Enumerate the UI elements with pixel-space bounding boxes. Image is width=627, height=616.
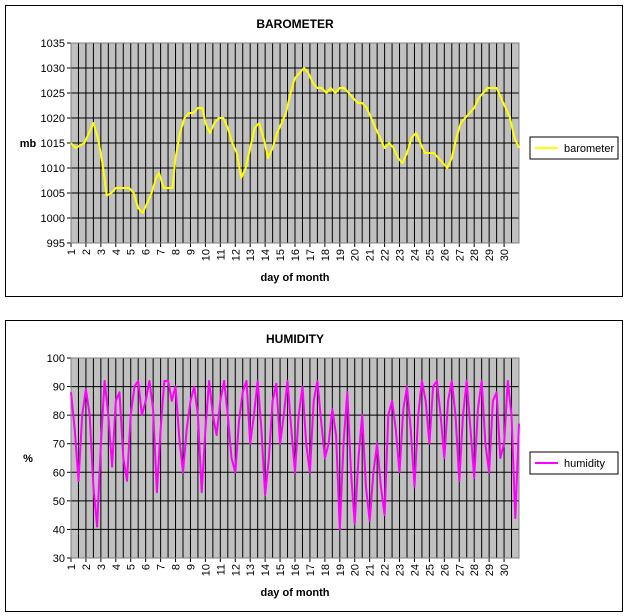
humidity-x-tick-label: 25 bbox=[424, 564, 436, 576]
barometer-x-tick-label: 27 bbox=[454, 249, 466, 261]
barometer-chart-title: BAROMETER bbox=[256, 17, 334, 31]
humidity-x-tick-label: 26 bbox=[439, 564, 451, 576]
humidity-y-tick-label: 80 bbox=[53, 410, 65, 422]
humidity-x-tick-label: 5 bbox=[126, 564, 138, 570]
barometer-x-tick-label: 23 bbox=[395, 249, 407, 261]
barometer-series-line bbox=[70, 67, 520, 214]
barometer-x-tick-label: 6 bbox=[141, 249, 153, 255]
humidity-x-tick-label: 14 bbox=[260, 564, 272, 576]
humidity-x-tick-label: 18 bbox=[320, 564, 332, 576]
humidity-x-tick-label: 4 bbox=[111, 564, 123, 570]
humidity-x-tick-label: 9 bbox=[185, 564, 197, 570]
barometer-chart: BAROMETER 995 1000 1005 1010 1015 1020 1025 1030… bbox=[5, 5, 623, 297]
humidity-x-tick-label: 20 bbox=[350, 564, 362, 576]
barometer-x-tick-label: 8 bbox=[171, 249, 183, 255]
barometer-x-tick-label: 3 bbox=[96, 249, 108, 255]
barometer-y-tick-label: 1010 bbox=[41, 163, 65, 175]
barometer-x-tick-label: 2 bbox=[81, 249, 93, 255]
humidity-x-tick-label: 10 bbox=[200, 564, 212, 576]
barometer-x-axis-label: day of month bbox=[260, 272, 329, 284]
barometer-y-tick-label: 1035 bbox=[41, 38, 65, 50]
barometer-y-tick-label: 1030 bbox=[41, 63, 65, 75]
humidity-legend: humidity bbox=[529, 451, 619, 475]
barometer-x-tick-label: 5 bbox=[126, 249, 138, 255]
barometer-y-tick-label: 1025 bbox=[41, 88, 65, 100]
barometer-legend-box bbox=[529, 136, 619, 160]
barometer-x-tick-label: 29 bbox=[484, 249, 496, 261]
humidity-y-tick-label: 100 bbox=[47, 353, 65, 365]
humidity-y-tick-label: 50 bbox=[53, 496, 65, 508]
barometer-x-tick-label: 17 bbox=[305, 249, 317, 261]
barometer-x-tick-label: 9 bbox=[185, 249, 197, 255]
barometer-y-axis-label: mb bbox=[20, 138, 37, 150]
barometer-x-tick-label: 4 bbox=[111, 249, 123, 255]
humidity-legend-box bbox=[529, 451, 619, 475]
humidity-x-axis-label: day of month bbox=[260, 587, 329, 599]
humidity-series-line bbox=[70, 379, 520, 531]
humidity-x-tick-label: 19 bbox=[335, 564, 347, 576]
humidity-x-tick-label: 29 bbox=[484, 564, 496, 576]
humidity-y-axis-label: % bbox=[23, 453, 33, 465]
barometer-y-tick-label: 1000 bbox=[41, 213, 65, 225]
barometer-y-tick-label: 1015 bbox=[41, 138, 65, 150]
barometer-x-tick-label: 14 bbox=[260, 249, 272, 261]
barometer-x-tick-label: 19 bbox=[335, 249, 347, 261]
barometer-x-tick-label: 15 bbox=[275, 249, 287, 261]
humidity-y-tick-label: 70 bbox=[53, 439, 65, 451]
humidity-x-tick-label: 3 bbox=[96, 564, 108, 570]
humidity-x-tick-label: 11 bbox=[215, 564, 227, 575]
humidity-chart: HUMIDITY 30 40 50 60 70 80 90 100 1 2 3 4 5 6 7 8 9 10 11 12… bbox=[5, 320, 623, 612]
barometer-y-tick-label: 995 bbox=[47, 238, 65, 250]
barometer-x-tick-label: 16 bbox=[290, 249, 302, 261]
barometer-x-tick-label: 30 bbox=[499, 249, 511, 261]
humidity-legend-label: humidity bbox=[564, 458, 605, 470]
humidity-x-tick-label: 21 bbox=[365, 564, 377, 576]
humidity-chart-title: HUMIDITY bbox=[266, 332, 324, 346]
barometer-x-tick-label: 22 bbox=[380, 249, 392, 261]
humidity-y-tick-label: 40 bbox=[53, 524, 65, 536]
humidity-plot-border bbox=[70, 357, 520, 559]
humidity-y-tick-label: 60 bbox=[53, 467, 65, 479]
humidity-x-tick-label: 28 bbox=[469, 564, 481, 576]
humidity-x-tick-label: 15 bbox=[275, 564, 287, 576]
humidity-y-tick-label: 30 bbox=[53, 553, 65, 565]
humidity-x-tick-label: 1 bbox=[66, 564, 78, 570]
barometer-y-tick-label: 1005 bbox=[41, 188, 65, 200]
barometer-x-tick-label: 11 bbox=[215, 249, 227, 260]
barometer-x-tick-label: 21 bbox=[365, 249, 377, 261]
barometer-x-tick-label: 10 bbox=[200, 249, 212, 261]
humidity-x-tick-label: 22 bbox=[380, 564, 392, 576]
barometer-x-tick-label: 13 bbox=[245, 249, 257, 261]
barometer-x-tick-label: 12 bbox=[230, 249, 242, 261]
humidity-x-tick-label: 16 bbox=[290, 564, 302, 576]
barometer-legend: barometer bbox=[529, 136, 619, 160]
barometer-chart-svg: BAROMETER9951000100510101015102010251030… bbox=[20, 17, 619, 284]
barometer-x-tick-label: 24 bbox=[409, 249, 421, 261]
barometer-x-tick-label: 20 bbox=[350, 249, 362, 261]
barometer-x-tick-label: 26 bbox=[439, 249, 451, 261]
barometer-x-tick-label: 18 bbox=[320, 249, 332, 261]
humidity-x-tick-label: 6 bbox=[141, 564, 153, 570]
humidity-x-tick-label: 23 bbox=[395, 564, 407, 576]
humidity-x-tick-label: 12 bbox=[230, 564, 242, 576]
barometer-x-tick-label: 7 bbox=[156, 249, 168, 255]
humidity-x-tick-label: 7 bbox=[156, 564, 168, 570]
humidity-x-tick-label: 17 bbox=[305, 564, 317, 576]
humidity-x-tick-label: 30 bbox=[499, 564, 511, 576]
barometer-y-tick-label: 1020 bbox=[41, 113, 65, 125]
barometer-x-tick-label: 28 bbox=[469, 249, 481, 261]
humidity-x-tick-label: 13 bbox=[245, 564, 257, 576]
humidity-x-tick-label: 24 bbox=[409, 564, 421, 576]
humidity-x-tick-label: 2 bbox=[81, 564, 93, 570]
humidity-y-tick-label: 90 bbox=[53, 382, 65, 394]
humidity-x-tick-label: 8 bbox=[171, 564, 183, 570]
barometer-x-tick-label: 1 bbox=[66, 249, 78, 255]
barometer-legend-label: barometer bbox=[564, 143, 614, 155]
barometer-x-tick-label: 25 bbox=[424, 249, 436, 261]
humidity-x-tick-label: 27 bbox=[454, 564, 466, 576]
